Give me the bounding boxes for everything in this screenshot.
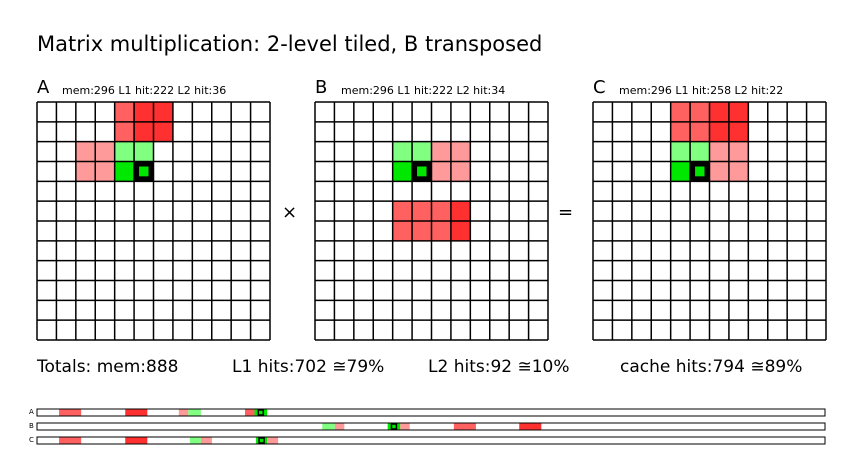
matrix-b-cell-6-6	[431, 221, 451, 241]
strip-a-segment-5	[254, 409, 268, 416]
matrix-a-cell-2-3	[95, 141, 115, 162]
matrix-b-cell-6-4	[392, 221, 413, 241]
strip-c-current-marker	[258, 437, 265, 444]
matrix-c-current-cell	[690, 161, 710, 182]
page-title: Matrix multiplication: 2-level tiled, B …	[37, 32, 543, 56]
matrix-c-cell-1-7	[728, 121, 749, 142]
matrix-b-cell-3-6	[431, 161, 451, 182]
matrix-a-cell-1-6	[153, 121, 173, 142]
equals-operator: =	[558, 202, 574, 223]
totals-mem: Totals: mem:888	[37, 357, 179, 377]
matrix-b-cell-2-7	[450, 141, 471, 162]
matrix-c-cell-0-5	[690, 102, 710, 122]
strip-b-segment-4	[453, 423, 476, 430]
matrix-c-cell-2-5	[690, 141, 710, 162]
strip-c-segment-3	[200, 437, 212, 444]
matrix-a-current-cell	[134, 161, 154, 182]
strip-b-segment-1	[334, 423, 345, 430]
strip-b-label: B	[29, 422, 34, 430]
matrix-a-cell-0-5	[134, 102, 154, 122]
strip-c-segment-5	[267, 437, 279, 444]
matrix-a-cell-1-4	[114, 121, 135, 142]
strip-c-segment-0	[59, 437, 82, 444]
matrix-c-cell-3-7	[728, 161, 749, 182]
matrix-b-cell-2-4	[392, 141, 413, 162]
totals-cache-hits: cache hits:794 ≅89%	[620, 357, 803, 377]
strip-c-segment-4	[256, 437, 268, 444]
matrix-c-cell-0-7	[728, 102, 749, 122]
matrix-b-cell-2-5	[412, 141, 432, 162]
strip-b-segment-5	[519, 423, 542, 430]
strip-a-segment-1	[125, 409, 148, 416]
matrix-c-cell-3-4	[670, 161, 691, 182]
strip-a-segment-2	[178, 409, 189, 416]
matrix-c-cell-2-6	[709, 141, 729, 162]
matrix-b-cell-3-4	[392, 161, 413, 182]
matrix-b-cell-5-4	[392, 201, 413, 221]
strip-b-segment-2	[387, 423, 401, 430]
strip-c-segment-1	[125, 437, 148, 444]
strip-b-segment-3	[400, 423, 410, 430]
matrix-a-cell-2-4	[114, 141, 135, 162]
matrix-c-label: C	[593, 77, 606, 98]
strip-a-outline	[36, 408, 826, 417]
matrix-a-cell-0-4	[114, 102, 135, 122]
matrix-b-cell-2-6	[431, 141, 451, 162]
strip-c-outline	[36, 436, 826, 445]
strip-b-outline	[36, 422, 826, 431]
strip-a-segment-3	[188, 409, 201, 416]
strip-a-segment-0	[59, 409, 82, 416]
strip-b-segment-0	[322, 423, 335, 430]
matrix-b-current-cell	[412, 161, 432, 182]
matrix-c-cell-1-5	[690, 121, 710, 142]
matrix-a-cell-1-5	[134, 121, 154, 142]
totals-l1-hits: L1 hits:702 ≅79%	[232, 357, 385, 377]
matrix-c-stats: mem:296 L1 hit:258 L2 hit:22	[619, 84, 784, 97]
matrix-c-cell-2-4	[670, 141, 691, 162]
matrix-b-cell-3-7	[450, 161, 471, 182]
strip-a-segment-4	[245, 409, 255, 416]
matrix-a-cell-2-5	[134, 141, 154, 162]
matrix-b-cell-5-7	[450, 201, 471, 221]
strip-c-segment-2	[189, 437, 201, 444]
matrix-c-cell-3-6	[709, 161, 729, 182]
times-operator: ×	[282, 202, 298, 223]
totals-l2-hits: L2 hits:92 ≅10%	[428, 357, 570, 377]
matrix-c-cell-0-6	[709, 102, 729, 122]
matrix-a-cell-0-6	[153, 102, 173, 122]
matrix-a-cell-2-2	[75, 141, 96, 162]
matrix-a-label: A	[37, 77, 50, 98]
strip-c-label: C	[29, 436, 34, 444]
matrix-b-cell-6-7	[450, 221, 471, 241]
matrix-a-cell-3-4	[114, 161, 135, 182]
strip-a-label: A	[29, 408, 34, 416]
matrix-b-cell-5-6	[431, 201, 451, 221]
matrix-b-stats: mem:296 L1 hit:222 L2 hit:34	[341, 84, 506, 97]
matrix-c-cell-1-6	[709, 121, 729, 142]
matrix-c-cell-0-4	[670, 102, 691, 122]
strip-a-current-marker	[257, 409, 265, 416]
strip-b-current-marker	[390, 423, 398, 430]
matrix-c-cell-1-4	[670, 121, 691, 142]
matrix-a-cell-3-2	[75, 161, 96, 182]
matrix-b-label: B	[315, 77, 328, 98]
matrix-b-cell-6-5	[412, 221, 432, 241]
matrix-a-cell-3-3	[95, 161, 115, 182]
matrix-b-cell-5-5	[412, 201, 432, 221]
matrix-c-cell-2-7	[728, 141, 749, 162]
matrix-a-stats: mem:296 L1 hit:222 L2 hit:36	[62, 84, 227, 97]
